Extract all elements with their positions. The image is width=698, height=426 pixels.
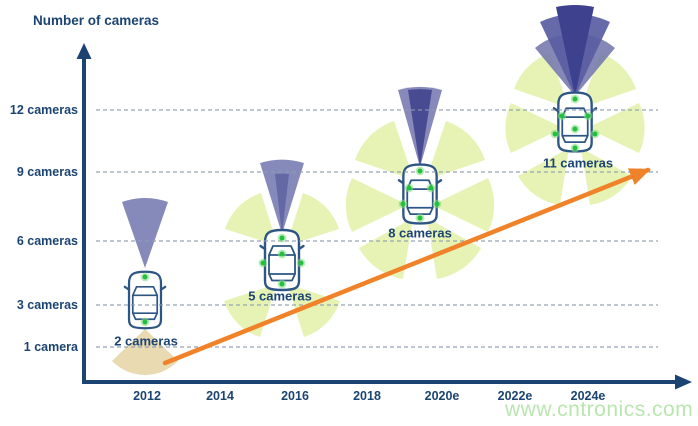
camera-dot (583, 111, 593, 121)
camera-dot (570, 143, 580, 153)
camera-dot (277, 279, 287, 289)
rear-camera-fan (112, 329, 178, 375)
axes (76, 43, 692, 390)
camera-dot (426, 183, 436, 193)
growth-trend-arrow (162, 167, 651, 366)
y-tick-1-camera: 1 camera (23, 340, 78, 354)
forward-cone-core (408, 89, 432, 167)
camera-dot (432, 199, 442, 209)
surround-fan (426, 121, 485, 180)
surround-fan (514, 53, 569, 108)
forward-camera-cones (122, 4, 615, 268)
x-tick-2012: 2012 (133, 389, 161, 403)
forward-cone (122, 198, 168, 268)
camera-dot (140, 272, 150, 282)
car-count-label-8: 8 cameras (388, 225, 452, 241)
camera-dot (557, 111, 567, 121)
x-tick-2022e: 2022e (497, 389, 533, 403)
x-tick-2024e: 2024e (570, 389, 606, 403)
camera-dot (570, 94, 580, 104)
camera-dot (258, 258, 268, 268)
surround-fan (505, 103, 563, 153)
camera-dot (140, 317, 150, 327)
camera-dot (550, 129, 560, 139)
y-axis-arrowhead (76, 43, 92, 59)
forward-cone-narrow (556, 4, 594, 97)
camera-dot (415, 213, 425, 223)
surround-fan (587, 103, 645, 153)
camera-dot (296, 258, 306, 268)
surround-fan (432, 178, 495, 232)
x-tick-2014: 2014 (206, 389, 234, 403)
car-count-label-11: 11 cameras (542, 155, 614, 171)
camera-dot (277, 249, 287, 259)
camera-dot (398, 199, 408, 209)
surround-fan (225, 193, 278, 246)
camera-dot (570, 124, 580, 134)
y-tick-12-cameras: 12 cameras (9, 103, 78, 117)
y-tick-3-cameras: 3 cameras (16, 298, 78, 312)
x-tick-2020e: 2020e (424, 389, 460, 403)
camera-dot (590, 129, 600, 139)
surround-fan (581, 53, 636, 108)
chart-title: Number of cameras (33, 13, 160, 28)
car-count-label-5: 5 cameras (248, 288, 312, 304)
surround-fan (345, 178, 408, 232)
y-tick-9-cameras: 9 cameras (16, 165, 78, 179)
camera-dot (415, 166, 425, 176)
surround-fan (518, 148, 569, 205)
car-count-label-2: 2 cameras (114, 333, 178, 349)
forward-cone-core (275, 173, 289, 234)
camera-dot (404, 183, 414, 193)
x-tick-2018: 2018 (353, 389, 381, 403)
watermark-text: www.cntronics.com (505, 398, 694, 421)
gridlines (96, 109, 658, 348)
surround-fan (355, 121, 414, 180)
x-tick-2016: 2016 (281, 389, 309, 403)
surround-fan (286, 193, 339, 246)
y-tick-6-cameras: 6 cameras (16, 234, 78, 248)
surround-fan (359, 218, 413, 279)
x-axis-arrowhead (675, 374, 692, 390)
camera-dot (277, 233, 287, 243)
